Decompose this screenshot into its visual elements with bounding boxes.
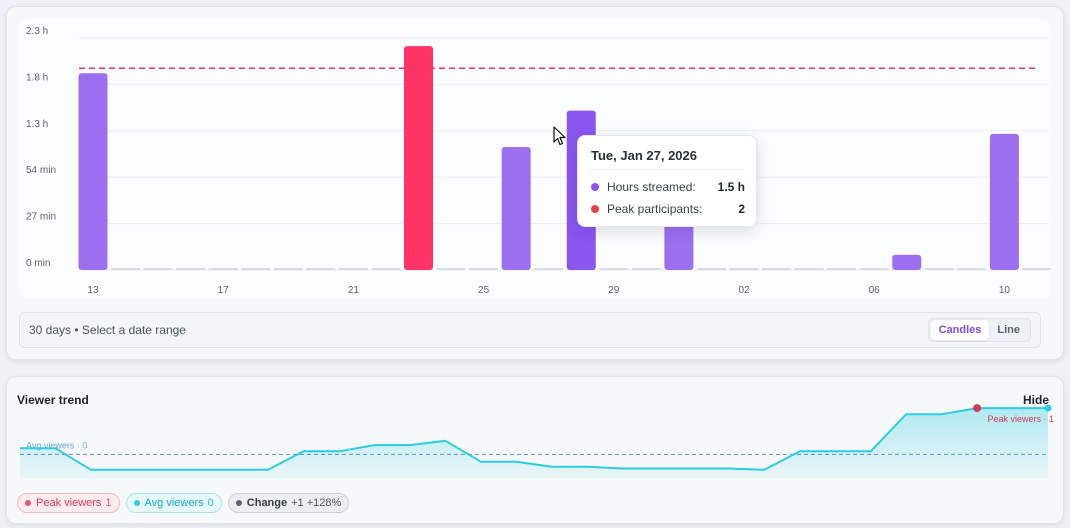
change-dot-icon bbox=[235, 500, 242, 506]
bar-empty[interactable] bbox=[241, 268, 271, 270]
trend-end-dot[interactable] bbox=[1044, 404, 1052, 412]
trend-line bbox=[20, 407, 1048, 471]
bar-empty[interactable] bbox=[338, 268, 368, 270]
bar-empty[interactable] bbox=[631, 268, 661, 270]
peak-marker-label: Peak viewers · 1 bbox=[987, 414, 1054, 424]
tooltip-row-participants: Peak participants: 2 bbox=[591, 202, 745, 216]
x-tick-label: 21 bbox=[348, 285, 360, 296]
chart-mode-toggle: Candles Line bbox=[927, 318, 1031, 342]
bar-empty[interactable] bbox=[306, 268, 336, 270]
hours-dot-icon bbox=[591, 183, 599, 191]
bar[interactable] bbox=[989, 133, 1019, 270]
y-tick-label: 2.3 h bbox=[26, 26, 48, 37]
bar-empty[interactable] bbox=[273, 268, 303, 270]
bar-chart-area: 0 min 27 min 54 min 1.3 h 1.8 h 2.3 h 13 17 21 25… bbox=[19, 19, 1051, 299]
bar-empty[interactable] bbox=[1022, 268, 1051, 270]
peak-marker[interactable] bbox=[973, 404, 982, 413]
bar-empty[interactable] bbox=[729, 268, 759, 270]
candles-toggle-button[interactable]: Candles bbox=[930, 320, 990, 340]
bar-chart-svg: 0 min 27 min 54 min 1.3 h 1.8 h 2.3 h 13 17 21 25… bbox=[26, 26, 1051, 296]
bar-empty[interactable] bbox=[762, 268, 792, 270]
peak-dot-icon bbox=[25, 500, 31, 506]
y-tick-label: 0 min bbox=[26, 258, 50, 269]
tooltip-participants-value: 2 bbox=[738, 202, 745, 216]
tooltip-divider bbox=[590, 169, 744, 170]
bar-empty[interactable] bbox=[371, 268, 401, 270]
bar-empty[interactable] bbox=[957, 268, 987, 270]
bar-empty[interactable] bbox=[176, 268, 206, 270]
tooltip-date: Tue, Jan 27, 2026 bbox=[591, 148, 697, 163]
x-tick-label: 10 bbox=[999, 285, 1011, 296]
hide-trend-button[interactable]: Hide bbox=[1022, 393, 1049, 407]
change-chip-value: +1 +128% bbox=[291, 497, 342, 509]
bar[interactable] bbox=[892, 254, 922, 270]
bar-empty[interactable] bbox=[599, 268, 629, 270]
change-chip-label: Change bbox=[246, 497, 288, 509]
bar[interactable] bbox=[501, 146, 531, 270]
bar-empty[interactable] bbox=[469, 268, 499, 270]
bar[interactable] bbox=[404, 46, 433, 270]
tooltip-hours-value: 1.5 h bbox=[717, 180, 745, 194]
mouse-cursor-icon bbox=[553, 126, 566, 146]
participants-dot-icon bbox=[591, 205, 599, 213]
avg-chip-value: 0 bbox=[207, 497, 214, 509]
avg-chip-label: Avg viewers bbox=[144, 497, 204, 509]
bar-empty[interactable] bbox=[924, 268, 954, 270]
bar-empty[interactable] bbox=[208, 268, 238, 270]
bar-empty[interactable] bbox=[794, 268, 824, 270]
viewer-trend-card: Avg viewers · 0 Peak viewers · 1 Viewer t… bbox=[6, 376, 1064, 524]
y-tick-label: 54 min bbox=[26, 165, 56, 176]
bar-empty[interactable] bbox=[827, 268, 857, 270]
trend-chart-svg: Avg viewers · 0 Peak viewers · 1 bbox=[20, 404, 1054, 479]
avg-viewers-chip[interactable]: Avg viewers 0 bbox=[125, 493, 222, 513]
bar[interactable] bbox=[78, 73, 108, 270]
y-tick-label: 27 min bbox=[26, 212, 56, 223]
date-range-text[interactable]: 30 days • Select a date range bbox=[29, 323, 186, 337]
chart-footer: 30 days • Select a date range Candles Li… bbox=[19, 312, 1041, 348]
peak-viewers-chip[interactable]: Peak viewers 1 bbox=[17, 493, 120, 513]
tooltip-participants-label: Peak participants: bbox=[607, 202, 703, 216]
peak-chip-label: Peak viewers bbox=[36, 497, 102, 509]
bar-empty[interactable] bbox=[859, 268, 889, 270]
bar-empty[interactable] bbox=[143, 268, 173, 270]
y-tick-label: 1.8 h bbox=[26, 72, 48, 83]
trend-title: Viewer trend bbox=[17, 393, 89, 407]
x-tick-label: 17 bbox=[218, 285, 230, 296]
x-tick-label: 29 bbox=[608, 285, 620, 296]
y-tick-label: 1.3 h bbox=[26, 119, 48, 130]
change-chip[interactable]: Change +1 +128% bbox=[227, 493, 350, 513]
bar-empty[interactable] bbox=[436, 268, 466, 270]
streaming-chart-card: 0 min 27 min 54 min 1.3 h 1.8 h 2.3 h 13 17 21 25… bbox=[6, 6, 1064, 360]
x-tick-label: 25 bbox=[478, 285, 490, 296]
trend-area bbox=[20, 408, 1048, 479]
avg-line-label: Avg viewers · 0 bbox=[26, 440, 87, 450]
x-tick-label: 02 bbox=[738, 285, 750, 296]
chart-tooltip: Tue, Jan 27, 2026 Hours streamed: 1.5 h … bbox=[577, 135, 757, 227]
line-toggle-button[interactable]: Line bbox=[997, 324, 1020, 336]
x-tick-label: 06 bbox=[869, 285, 881, 296]
x-tick-label: 13 bbox=[87, 285, 99, 296]
tooltip-row-hours: Hours streamed: 1.5 h bbox=[591, 180, 745, 194]
tooltip-hours-label: Hours streamed: bbox=[607, 180, 696, 194]
avg-dot-icon bbox=[133, 500, 140, 506]
peak-chip-value: 1 bbox=[105, 497, 112, 509]
bar-empty[interactable] bbox=[111, 268, 141, 270]
bar-empty[interactable] bbox=[534, 268, 564, 270]
trend-chips: Peak viewers 1 Avg viewers 0 Change +1 +… bbox=[17, 493, 350, 513]
bar-empty[interactable] bbox=[696, 268, 726, 270]
